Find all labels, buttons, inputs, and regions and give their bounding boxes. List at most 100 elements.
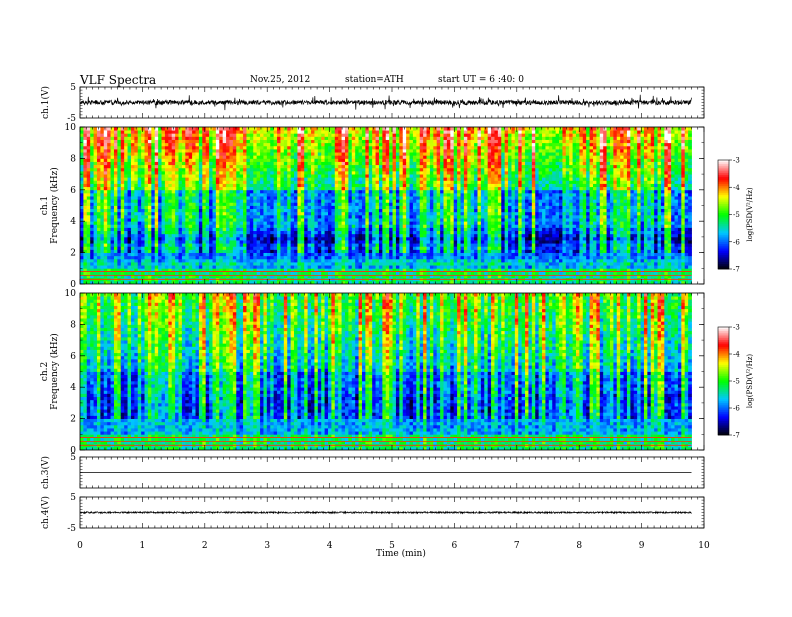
heatmap-cell <box>311 237 315 241</box>
heatmap-cell <box>90 165 94 169</box>
heatmap-cell <box>376 174 380 178</box>
heatmap-cell <box>396 133 400 137</box>
heatmap-cell <box>97 212 101 216</box>
heatmap-cell <box>308 133 312 137</box>
heatmap-cell <box>240 162 244 166</box>
heatmap-cell <box>151 140 155 144</box>
heatmap-cell <box>270 190 274 194</box>
heatmap-cell <box>111 133 115 137</box>
heatmap-cell <box>372 231 376 235</box>
heatmap-cell <box>138 224 142 228</box>
heatmap-cell <box>114 165 118 169</box>
heatmap-cell <box>199 171 203 175</box>
heatmap-cell <box>267 199 271 203</box>
heatmap-cell <box>376 256 380 260</box>
heatmap-cell <box>223 193 227 197</box>
heatmap-cell <box>138 190 142 194</box>
heatmap-cell <box>87 190 91 194</box>
heatmap-cell <box>331 193 335 197</box>
heatmap-cell <box>145 231 149 235</box>
heatmap-cell <box>175 168 179 172</box>
heatmap-cell <box>318 136 322 140</box>
heatmap-cell <box>267 215 271 219</box>
heatmap-cell <box>213 193 217 197</box>
heatmap-cell <box>396 215 400 219</box>
heatmap-cell <box>199 152 203 156</box>
heatmap-cell <box>345 171 349 175</box>
heatmap-cell <box>352 130 356 134</box>
heatmap-cell <box>267 209 271 213</box>
heatmap-cell <box>206 177 210 181</box>
heatmap-cell <box>386 206 390 210</box>
heatmap-cell <box>145 212 149 216</box>
heatmap-cell <box>369 165 373 169</box>
heatmap-cell <box>342 158 346 162</box>
heatmap-cell <box>348 180 352 184</box>
heatmap-cell <box>100 165 104 169</box>
heatmap-cell <box>226 177 230 181</box>
heatmap-cell <box>94 168 98 172</box>
heatmap-cell <box>270 253 274 257</box>
heatmap-cell <box>189 165 193 169</box>
heatmap-cell <box>219 140 223 144</box>
heatmap-cell <box>257 249 261 253</box>
heatmap-cell <box>263 206 267 210</box>
heatmap-cell <box>141 209 145 213</box>
heatmap-cell <box>128 271 132 275</box>
heatmap-cell <box>393 246 397 250</box>
heatmap-cell <box>162 152 166 156</box>
heatmap-cell <box>209 243 213 247</box>
heatmap-cell <box>382 199 386 203</box>
heatmap-cell <box>348 253 352 257</box>
heatmap-cell <box>240 174 244 178</box>
heatmap-cell <box>124 199 128 203</box>
heatmap-cell <box>229 227 233 231</box>
heatmap-cell <box>386 184 390 188</box>
heatmap-cell <box>389 227 393 231</box>
heatmap-cell <box>270 187 274 191</box>
heatmap-cell <box>372 212 376 216</box>
heatmap-cell <box>83 206 87 210</box>
heatmap-cell <box>131 177 135 181</box>
heatmap-cell <box>274 215 278 219</box>
heatmap-cell <box>314 256 318 260</box>
heatmap-cell <box>348 212 352 216</box>
heatmap-cell <box>209 199 213 203</box>
heatmap-cell <box>325 193 329 197</box>
heatmap-cell <box>141 206 145 210</box>
heatmap-cell <box>87 234 91 238</box>
heatmap-cell <box>97 168 101 172</box>
heatmap-cell <box>134 158 138 162</box>
heatmap-cell <box>83 127 87 131</box>
heatmap-cell <box>124 180 128 184</box>
heatmap-cell <box>202 180 206 184</box>
heatmap-cell <box>328 249 332 253</box>
heatmap-cell <box>287 227 291 231</box>
heatmap-cell <box>253 155 257 159</box>
heatmap-cell <box>348 136 352 140</box>
heatmap-cell <box>328 218 332 222</box>
heatmap-cell <box>335 171 339 175</box>
heatmap-cell <box>362 265 366 269</box>
heatmap-cell <box>121 215 125 219</box>
heatmap-cell <box>382 231 386 235</box>
heatmap-cell <box>145 158 149 162</box>
heatmap-cell <box>206 190 210 194</box>
heatmap-cell <box>182 231 186 235</box>
heatmap-cell <box>274 227 278 231</box>
heatmap-cell <box>389 202 393 206</box>
heatmap-cell <box>250 227 254 231</box>
heatmap-cell <box>236 212 240 216</box>
heatmap-cell <box>274 243 278 247</box>
heatmap-cell <box>345 196 349 200</box>
heatmap-cell <box>165 146 169 150</box>
heatmap-cell <box>399 190 403 194</box>
heatmap-cell <box>396 149 400 153</box>
heatmap-cell <box>141 187 145 191</box>
heatmap-cell <box>389 231 393 235</box>
heatmap-cell <box>209 231 213 235</box>
heatmap-cell <box>382 193 386 197</box>
heatmap-cell <box>145 271 149 275</box>
heatmap-cell <box>260 196 264 200</box>
heatmap-cell <box>389 221 393 225</box>
